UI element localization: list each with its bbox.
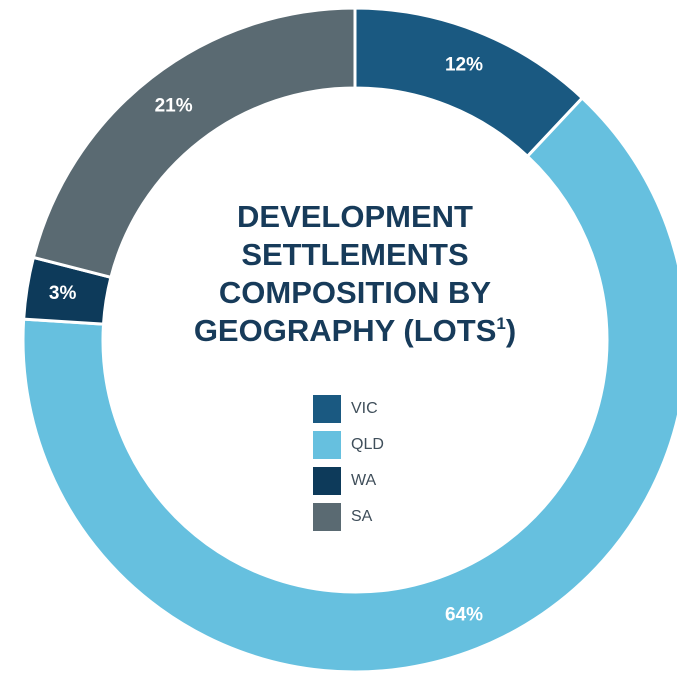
slice-label-vic: 12% <box>445 54 483 75</box>
slice-label-wa: 3% <box>49 283 77 304</box>
slice-label-qld: 64% <box>445 605 483 626</box>
legend: VIC QLD WA SA <box>313 395 384 540</box>
legend-swatch-qld <box>313 431 341 459</box>
legend-label-sa: SA <box>351 508 373 525</box>
slice-label-sa: 21% <box>155 96 193 117</box>
legend-item-qld: QLD <box>313 431 384 459</box>
legend-item-sa: SA <box>313 503 384 531</box>
title-line-4-suffix: ) <box>505 313 517 348</box>
legend-item-vic: VIC <box>313 395 384 423</box>
slice-sa <box>31 6 357 280</box>
slice-labels: 12% 64% 3% 21% <box>49 54 483 625</box>
title-line-4: GEOGRAPHY (LOTS1) <box>150 312 560 350</box>
legend-item-wa: WA <box>313 467 384 495</box>
legend-swatch-vic <box>313 395 341 423</box>
title-line-2: SETTLEMENTS <box>241 237 469 272</box>
chart-title: DEVELOPMENT SETTLEMENTS COMPOSITION BY G… <box>150 198 560 350</box>
donut-slices <box>21 6 677 674</box>
title-line-1: DEVELOPMENT <box>237 199 473 234</box>
legend-label-qld: QLD <box>351 436 384 453</box>
title-line-4-text: GEOGRAPHY (LOTS <box>193 313 497 348</box>
legend-label-wa: WA <box>351 472 377 489</box>
legend-swatch-sa <box>313 503 341 531</box>
legend-label-vic: VIC <box>351 400 378 417</box>
title-line-3: COMPOSITION BY <box>218 275 492 310</box>
title-footnote-marker: 1 <box>496 314 506 333</box>
legend-swatch-wa <box>313 467 341 495</box>
slice-qld <box>21 95 677 674</box>
